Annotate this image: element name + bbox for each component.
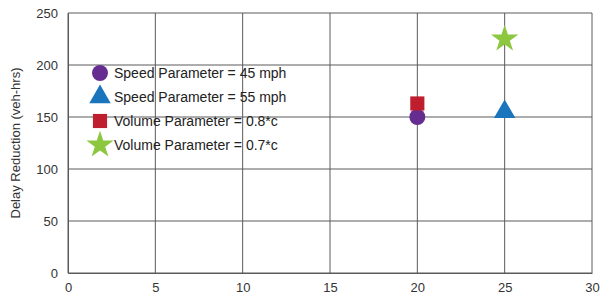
tick: 25 [498,273,512,295]
tick-label: 250 [36,6,58,21]
chart: 0 5 10 15 20 25 30 0 50 100 150 200 250 Speed Paramet… [0,0,600,306]
tick-label: 0 [51,266,58,281]
axis-line [68,14,69,274]
tick: 100 [36,162,68,177]
legend-marker [86,131,113,157]
legend-item: Volume Parameter = 0.7*c [86,131,277,157]
y-axis: 0 50 100 150 200 250 [36,6,68,281]
legend-label: Volume Parameter = 0.7*c [114,137,278,153]
tick-label: 50 [44,214,58,229]
legend-marker [92,65,108,81]
tick: 0 [65,273,72,295]
tick-label: 30 [585,280,599,295]
tick-label: 100 [36,162,58,177]
legend-item: Speed Parameter = 45 mph [92,65,286,81]
grid-line [68,13,69,273]
axis-title: Delay Reduction (veh-hrs) [8,67,23,218]
tick: 30 [585,273,599,295]
plot: 0 5 10 15 20 25 30 0 50 100 150 200 250 Speed Paramet… [36,6,599,296]
tick: 0 [51,266,68,281]
legend-item: Volume Parameter = 0.8*c [93,113,278,129]
grid-line [504,13,505,273]
point [409,109,425,125]
axis-line [69,273,593,274]
grid-line [330,13,331,273]
legend-marker [89,85,110,104]
tick: 200 [36,58,68,73]
legend-label: Speed Parameter = 55 mph [114,89,286,105]
tick: 15 [323,273,337,295]
point [410,96,424,110]
tick-label: 0 [65,280,72,295]
tick-label: 150 [36,110,58,125]
tick: 250 [36,6,68,21]
point [491,25,518,51]
tick-label: 15 [323,280,337,295]
tick-label: 5 [152,280,159,295]
grid-line [417,13,418,273]
legend-label: Volume Parameter = 0.8*c [114,113,278,129]
tick-label: 20 [411,280,425,295]
tick: 20 [411,273,425,295]
legend-marker [93,114,107,128]
legend-item: Speed Parameter = 55 mph [89,85,286,105]
x-axis: 0 5 10 15 20 25 30 [65,273,600,295]
tick-label: 25 [498,280,512,295]
tick: 10 [236,273,250,295]
tick: 150 [36,110,68,125]
grid-line [592,13,593,273]
legend: Speed Parameter = 45 mph Speed Parameter … [86,65,286,157]
legend-label: Speed Parameter = 45 mph [114,65,286,81]
tick: 5 [152,273,159,295]
tick-label: 200 [36,58,58,73]
tick-label: 10 [236,280,250,295]
tick: 50 [44,214,68,229]
grid [68,13,592,273]
points [409,25,518,125]
point [494,99,515,118]
